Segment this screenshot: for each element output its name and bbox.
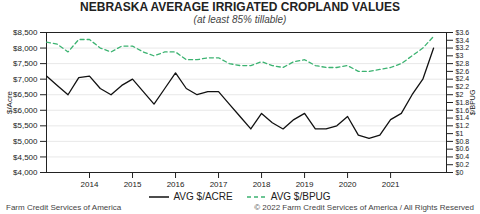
svg-text:$2.8: $2.8 — [456, 60, 470, 67]
svg-text:$7,000: $7,000 — [13, 75, 38, 84]
svg-text:$1.4: $1.4 — [456, 114, 470, 121]
svg-text:$8,000: $8,000 — [13, 44, 38, 53]
svg-text:2016: 2016 — [167, 180, 185, 189]
svg-text:$7,500: $7,500 — [13, 59, 38, 68]
svg-text:$2.2: $2.2 — [456, 83, 470, 90]
svg-text:$4,500: $4,500 — [13, 153, 38, 162]
svg-text:$/Acre: $/Acre — [5, 90, 14, 114]
svg-text:2014: 2014 — [81, 180, 99, 189]
svg-text:2020: 2020 — [339, 180, 357, 189]
html-text:NEBRASKA AVERAGE IRRIGATED CRO: NEBRASKA AVERAGE IRRIGATED CROPLAND VALU… — [80, 0, 400, 14]
svg-text:$1: $1 — [456, 130, 464, 137]
svg-text:$/BPUG: $/BPUG — [469, 90, 476, 116]
svg-text:$6,000: $6,000 — [13, 106, 38, 115]
svg-text:$3: $3 — [456, 52, 464, 59]
svg-text:$2.6: $2.6 — [456, 68, 470, 75]
svg-text:$8,500: $8,500 — [13, 28, 38, 37]
svg-text:$0.8: $0.8 — [456, 138, 470, 145]
svg-text:2017: 2017 — [210, 180, 228, 189]
svg-text:$2.4: $2.4 — [456, 75, 470, 82]
svg-text:$3.6: $3.6 — [456, 29, 470, 36]
svg-text:$0: $0 — [456, 169, 464, 176]
svg-text:$0.2: $0.2 — [456, 161, 470, 168]
svg-text:2021: 2021 — [382, 180, 400, 189]
svg-text:$4,000: $4,000 — [13, 168, 38, 177]
html-text:Farm Credit Services of Americ: Farm Credit Services of America — [6, 203, 122, 212]
svg-text:$5,500: $5,500 — [13, 121, 38, 130]
svg-text:$2: $2 — [456, 91, 464, 98]
svg-text:$3.4: $3.4 — [456, 37, 470, 44]
svg-text:$6,500: $6,500 — [13, 90, 38, 99]
svg-text:2019: 2019 — [296, 180, 314, 189]
html-text:AVG $/BPUG: AVG $/BPUG — [270, 191, 331, 202]
svg-text:$0.4: $0.4 — [456, 153, 470, 160]
svg-text:$0.6: $0.6 — [456, 145, 470, 152]
html-text:(at least 85% tillable): (at least 85% tillable) — [193, 14, 287, 25]
svg-text:$1.6: $1.6 — [456, 107, 470, 114]
svg-text:$3.2: $3.2 — [456, 44, 470, 51]
svg-text:2018: 2018 — [253, 180, 271, 189]
svg-text:$1.2: $1.2 — [456, 122, 470, 129]
svg-text:2015: 2015 — [124, 180, 142, 189]
svg-text:$5,000: $5,000 — [13, 137, 38, 146]
svg-text:$1.8: $1.8 — [456, 99, 470, 106]
html-text:© 2022 Farm Credit Services of: © 2022 Farm Credit Services of America /… — [254, 203, 474, 212]
html-text:AVG $/ACRE: AVG $/ACRE — [173, 191, 233, 202]
